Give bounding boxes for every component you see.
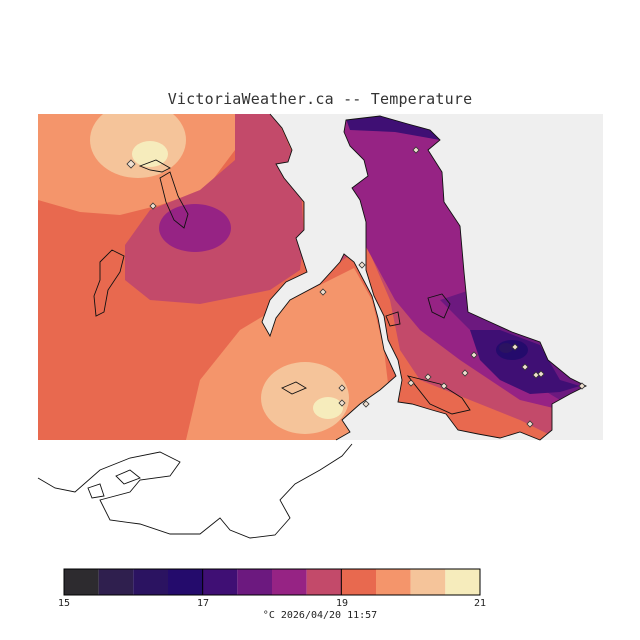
unit-label: °C	[262, 610, 275, 621]
station-marker[interactable]	[470, 351, 478, 359]
station-marker[interactable]	[521, 363, 529, 371]
legend-swatch	[445, 569, 480, 595]
timestamp-label: 2026/04/20 11:57	[280, 610, 378, 621]
station-marker[interactable]	[412, 146, 420, 154]
legend-swatch	[202, 569, 238, 595]
legend-swatch	[133, 569, 168, 595]
station-marker[interactable]	[362, 400, 370, 408]
legend-swatch	[272, 569, 307, 595]
station-marker[interactable]	[461, 369, 469, 377]
station-marker[interactable]	[440, 382, 448, 390]
legend-swatch	[98, 569, 134, 595]
legend-tick: 19	[336, 598, 349, 609]
map-footer: °C 2026/04/20 11:57	[0, 610, 640, 621]
legend-swatch	[237, 569, 272, 595]
station-marker[interactable]	[424, 373, 432, 381]
legend-tick: 17	[197, 598, 210, 609]
station-marker[interactable]	[126, 159, 136, 169]
legend-tick: 15	[58, 598, 71, 609]
station-marker[interactable]	[407, 379, 415, 387]
station-marker[interactable]	[149, 202, 157, 210]
legend-swatch	[410, 569, 446, 595]
station-marker[interactable]	[578, 382, 586, 390]
station-marker[interactable]	[537, 370, 545, 378]
station-markers	[126, 146, 586, 428]
legend-swatch	[341, 569, 376, 595]
temperature-legend	[63, 568, 481, 596]
map-title: VictoriaWeather.ca -- Temperature	[167, 90, 473, 108]
coastlines	[37, 113, 588, 539]
station-marker[interactable]	[338, 399, 346, 407]
legend-swatch	[168, 569, 203, 595]
legend-swatch	[306, 569, 342, 595]
station-marker[interactable]	[338, 384, 346, 392]
station-marker[interactable]	[319, 288, 327, 296]
station-marker[interactable]	[511, 343, 519, 351]
legend-swatch	[376, 569, 411, 595]
legend-tick: 21	[474, 598, 487, 609]
legend-swatch	[64, 569, 99, 595]
station-marker[interactable]	[526, 420, 534, 428]
station-marker[interactable]	[358, 261, 366, 269]
